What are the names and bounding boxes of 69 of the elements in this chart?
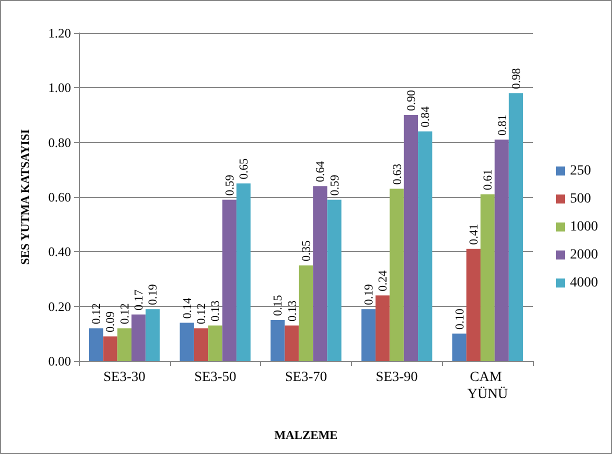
data-label: 0.84 (418, 106, 432, 128)
data-label: 0.65 (236, 158, 251, 180)
bar (418, 131, 432, 361)
bar (452, 334, 466, 361)
data-label: 0.61 (480, 169, 495, 190)
data-label: 0.35 (299, 240, 313, 262)
x-tick-label: SE3-70 (285, 370, 327, 385)
bar (508, 93, 524, 361)
bar (390, 188, 404, 361)
bar (466, 248, 481, 361)
legend-label: 2000 (570, 248, 598, 262)
y-axis-title: SES YUTMA KATSAYISI (18, 128, 32, 265)
bar (284, 325, 299, 361)
bar (208, 325, 222, 361)
data-label: 0.12 (117, 303, 132, 324)
data-label: 0.63 (390, 164, 404, 185)
data-label: 0.64 (313, 161, 328, 182)
x-tick-label: SE3-90 (376, 370, 418, 385)
legend-label: 250 (570, 164, 591, 178)
x-axis-title: MALZEME (274, 428, 338, 442)
y-tick-label: 0.00 (48, 354, 71, 368)
legend-label: 1000 (570, 220, 598, 234)
data-label: 0.24 (376, 270, 390, 292)
data-label: 0.41 (466, 224, 480, 245)
bar (270, 320, 285, 361)
data-label: 0.12 (89, 303, 104, 324)
y-tick-label: 1.20 (48, 26, 71, 40)
y-tick-label: 1.00 (48, 80, 71, 96)
bar (494, 140, 509, 361)
y-tick-label: 0.20 (48, 298, 71, 314)
bar (194, 328, 208, 361)
bar (117, 328, 132, 361)
x-tick-label: SE3-30 (103, 370, 146, 385)
y-tick-label: 0.40 (48, 244, 71, 260)
bar (103, 336, 118, 361)
bar (327, 200, 342, 361)
bar (131, 314, 146, 361)
data-label: 0.13 (208, 300, 222, 322)
bar (88, 328, 104, 361)
data-label: 0.90 (404, 90, 418, 111)
data-label: 0.17 (132, 290, 146, 311)
bar (404, 115, 418, 361)
data-label: 0.15 (270, 295, 285, 316)
y-tick-label: 0.80 (48, 134, 71, 150)
data-label: 0.19 (146, 284, 160, 306)
data-label: 0.98 (508, 68, 523, 90)
x-tick-label: CAM YÜNÜ (467, 370, 508, 402)
data-label: 0.13 (284, 300, 299, 322)
bar (298, 265, 314, 361)
y-tick-label: 0.60 (48, 190, 71, 204)
bar (146, 309, 160, 361)
bar (180, 322, 194, 361)
legend-label: 4000 (570, 276, 598, 290)
data-label: 0.59 (327, 174, 342, 196)
legend-label: 500 (570, 192, 591, 206)
bar (222, 200, 236, 361)
data-label: 0.12 (194, 303, 208, 324)
data-label: 0.10 (452, 308, 466, 330)
bar (376, 295, 390, 361)
bar (361, 309, 376, 361)
bar (480, 194, 495, 361)
bar (236, 183, 251, 361)
data-label: 0.81 (494, 114, 509, 136)
data-label: 0.19 (361, 284, 376, 306)
x-tick-label: SE3-50 (194, 370, 236, 385)
data-label: 0.14 (180, 298, 194, 319)
bar (313, 186, 328, 361)
data-label: 0.59 (222, 174, 236, 196)
data-label: 0.09 (103, 311, 118, 332)
